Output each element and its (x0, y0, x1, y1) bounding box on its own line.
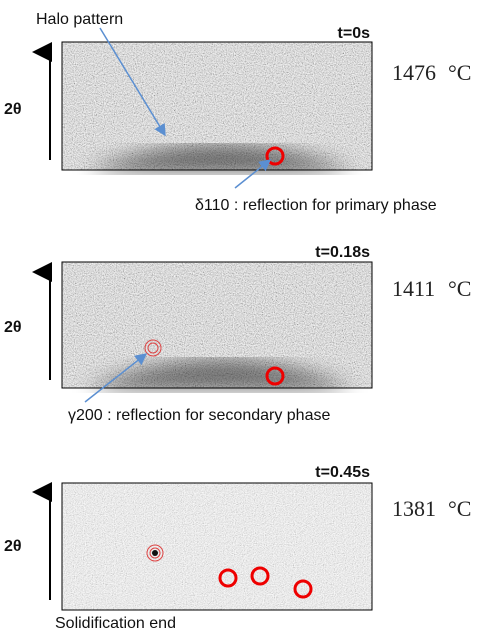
axis-label: 2θ (4, 319, 22, 336)
reflection-circle (218, 568, 238, 588)
temperature: 1476 (392, 60, 436, 85)
temperature: 1411 (392, 276, 435, 301)
panel-3 (61, 482, 373, 611)
reflection-circle (265, 366, 285, 386)
temperature: 1381 (392, 496, 436, 521)
halo (85, 146, 355, 172)
halo (85, 360, 355, 390)
pointer-arrow (99, 27, 166, 137)
reflection-circle (265, 146, 285, 166)
panel-2 (61, 261, 373, 390)
image-border (61, 482, 373, 611)
pointer-arrow (234, 159, 272, 189)
image-border (61, 41, 373, 171)
unit: °C (448, 60, 471, 85)
diffraction-image (62, 483, 372, 610)
delta-label: δ110 : reflection for primary phase (195, 197, 437, 214)
reflection-circle (149, 547, 161, 559)
reflection-circle (250, 566, 270, 586)
reflection-circle (147, 342, 159, 354)
halo-label: Halo pattern (36, 11, 123, 28)
time-label: t=0.18s (315, 244, 370, 261)
reflection-circle (146, 544, 164, 562)
axis-label: 2θ (4, 538, 22, 555)
image-border (61, 261, 373, 389)
axis-label: 2θ (4, 101, 22, 118)
time-label: t=0s (338, 25, 371, 42)
reflection-circle (293, 579, 313, 599)
gamma-label: γ200 : reflection for secondary phase (68, 407, 330, 424)
spot (152, 550, 158, 556)
reflection-circle (144, 339, 162, 357)
pointer-arrow (84, 353, 148, 403)
unit: °C (448, 496, 471, 521)
panel-1 (61, 41, 373, 172)
time-label: t=0.45s (315, 464, 370, 481)
end-label: Solidification end (55, 615, 176, 632)
unit: °C (448, 276, 471, 301)
